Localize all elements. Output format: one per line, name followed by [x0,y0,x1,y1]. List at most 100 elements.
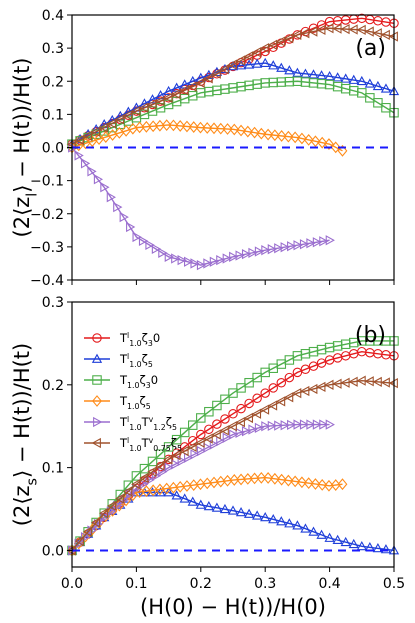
data-point [254,422,265,434]
data-point [332,378,342,389]
data-point [243,59,255,69]
data-point [348,24,358,35]
data-point [260,388,270,398]
data-point [287,241,297,252]
data-point [145,239,155,251]
data-point [147,94,158,104]
data-point [244,377,254,388]
data-point [113,500,123,511]
data-point [364,376,374,387]
data-point [337,144,348,157]
series-line [71,340,394,551]
data-point [274,243,284,254]
data-point [209,122,219,135]
data-point [293,419,303,430]
data-point [179,493,190,503]
data-point [292,29,302,41]
data-point [308,26,318,37]
data-point [177,254,187,266]
y-tick-label: 0.3 [42,295,64,311]
data-point [187,81,197,92]
series-line [71,379,395,551]
data-point [356,540,367,551]
data-point [337,478,348,491]
data-point [340,377,350,388]
data-point [188,420,198,430]
data-point [74,535,84,547]
data-point [308,361,319,371]
data-point [215,122,226,135]
data-point [364,78,375,88]
x-axis-label: (H(0) − H(t))/H(0) [140,595,326,619]
y-tick-label: 0.1 [42,461,64,477]
data-point [300,523,311,533]
data-point [356,24,366,36]
data-point [296,476,307,489]
data-point [316,529,327,539]
data-point [267,420,277,432]
data-point [284,518,295,528]
data-point [296,132,307,145]
data-point [114,493,125,504]
y-axis-label: (2⟨zs⟩ − H(t))/H(t) [10,343,40,526]
data-point [82,130,93,142]
data-point [332,72,343,82]
data-point [131,479,141,490]
data-point [340,73,351,83]
legend-item: Tl1.0ζ5 [84,352,153,369]
data-point [324,138,334,150]
data-point [171,450,181,461]
data-point [248,424,258,435]
data-point [235,507,247,517]
data-point [155,460,165,471]
data-point [236,473,246,486]
data-point [163,487,174,497]
data-point [158,466,168,477]
data-point [244,398,254,409]
data-point [260,57,271,67]
data-point [211,429,221,440]
data-point [123,486,133,497]
data-point [249,126,260,139]
data-point [280,420,290,431]
data-point [216,254,226,266]
data-point [243,51,254,62]
data-point [90,517,101,528]
data-point [317,478,328,491]
data-point [364,26,374,37]
data-point [268,60,279,70]
data-point [98,508,109,519]
data-point [93,174,104,185]
data-point [219,64,229,75]
data-point [203,73,213,84]
data-point [74,150,84,161]
legend-marker [92,333,102,343]
data-point [284,65,295,75]
y-tick-label: −0.4 [30,273,64,289]
data-point [195,437,205,448]
data-point [163,92,173,103]
data-point [171,434,182,445]
data-point [310,135,321,148]
data-point [196,445,207,457]
data-point [190,258,200,269]
series-line [71,423,330,551]
data-point [275,36,286,47]
data-point [175,120,186,132]
data-point [163,454,173,465]
data-point [274,420,284,431]
data-point [319,236,329,247]
data-point [220,394,230,405]
data-point [269,129,280,142]
data-point [324,532,335,542]
data-point [163,442,174,452]
data-point [292,387,302,399]
data-point [252,510,263,520]
data-point [308,383,318,395]
data-point [139,102,149,113]
legend-marker [93,416,103,428]
x-tick-label: 0.5 [383,576,405,592]
data-point [308,69,319,79]
y-tick-label: 0.0 [42,141,64,157]
data-point [316,381,326,393]
